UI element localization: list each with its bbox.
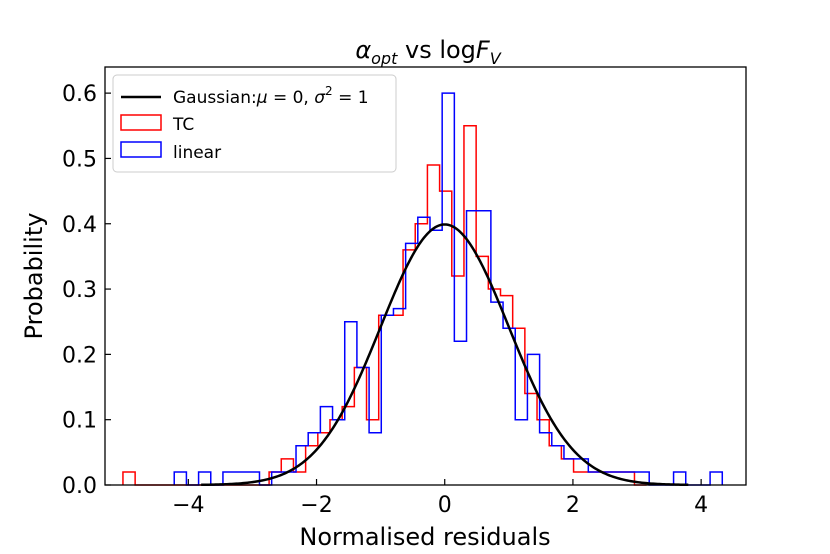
tick-layer: −4 −2 0 2 4 0.0 0.1 0.2 0.3 0.4 0.5 0.6 — [62, 82, 708, 518]
legend-linear-swatch — [120, 141, 162, 158]
legend-gaussian-mu-value: = 0, — [268, 88, 315, 108]
title-alpha-subscript: opt — [371, 49, 398, 68]
title-var-subscript: V — [490, 49, 502, 68]
legend-linear-label: linear — [173, 143, 221, 163]
x-tick-label: −2 — [300, 493, 332, 518]
legend-box — [112, 74, 397, 173]
y-tick-label: 0.2 — [62, 343, 97, 368]
legend-gaussian-sigma-sup: 2 — [325, 84, 333, 98]
gaussian-curve — [201, 223, 689, 487]
plot-frame — [104, 66, 747, 486]
legend-gaussian-label: Gaussian:μ = 0, σ2 = 1 — [173, 84, 369, 108]
title-middle: vs log — [397, 36, 476, 64]
x-tick-label: 2 — [566, 493, 580, 518]
y-tick-label: 0.0 — [62, 474, 97, 499]
x-tick-label: 4 — [694, 493, 708, 518]
title-alpha: α — [355, 36, 371, 64]
legend-gaussian-prefix: Gaussian: — [173, 88, 257, 108]
legend-tc-swatch — [120, 114, 162, 131]
legend: Gaussian:μ = 0, σ2 = 1 TC linear — [112, 74, 397, 173]
y-tick-label: 0.1 — [62, 409, 97, 434]
legend-gaussian-sigma-value: = 1 — [333, 88, 369, 108]
legend-gaussian-mu: μ — [256, 88, 268, 108]
title-var: F — [476, 36, 491, 64]
legend-tc-label: TC — [172, 115, 194, 135]
y-tick-label: 0.5 — [62, 147, 97, 172]
y-tick-label: 0.4 — [62, 213, 97, 238]
x-tick-label: 0 — [438, 493, 452, 518]
x-axis-label: Normalised residuals — [299, 523, 550, 551]
y-axis-label: Probability — [20, 213, 48, 340]
y-tick-label: 0.3 — [62, 278, 97, 303]
legend-gaussian-sigma: σ — [314, 88, 326, 108]
y-tick-label: 0.6 — [62, 82, 97, 107]
chart-title: αopt vs logFV — [355, 36, 501, 68]
x-tick-label: −4 — [172, 493, 204, 518]
